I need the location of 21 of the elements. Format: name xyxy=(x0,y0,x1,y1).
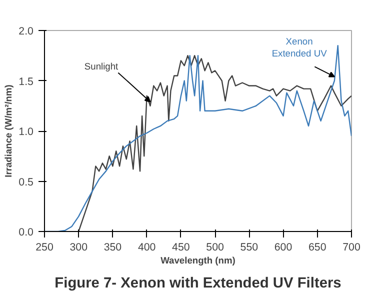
x-tick-label: 300 xyxy=(70,242,88,254)
y-tick-label: 0.0 xyxy=(18,226,34,238)
x-tick-label: 250 xyxy=(36,242,54,254)
x-tick-label: 550 xyxy=(240,242,258,254)
text: Sunlight xyxy=(84,62,119,72)
x-tick-label: 350 xyxy=(104,242,122,254)
line-series xyxy=(78,55,352,232)
x-tick-label: 600 xyxy=(274,242,292,254)
x-tick-label: 400 xyxy=(138,242,156,254)
y-tick-label: 1.5 xyxy=(18,76,34,88)
y-axis-title: Irradiance (W/m²/nm) xyxy=(4,84,14,178)
x-tick-label: 450 xyxy=(172,242,190,254)
y-tick-label: 1.0 xyxy=(18,126,34,138)
x-axis-title: Wavelength (nm) xyxy=(160,256,236,266)
x-tick-label: 650 xyxy=(308,242,326,254)
x-tick-label: 500 xyxy=(206,242,224,254)
y-tick-label: 2.0 xyxy=(18,26,34,38)
x-tick-label: 700 xyxy=(342,242,360,254)
text: Figure 7- Xenon with Extended UV Filters xyxy=(54,276,342,292)
series-label: Xenon Extended UV xyxy=(272,36,328,59)
y-tick-label: 0.5 xyxy=(18,176,34,188)
